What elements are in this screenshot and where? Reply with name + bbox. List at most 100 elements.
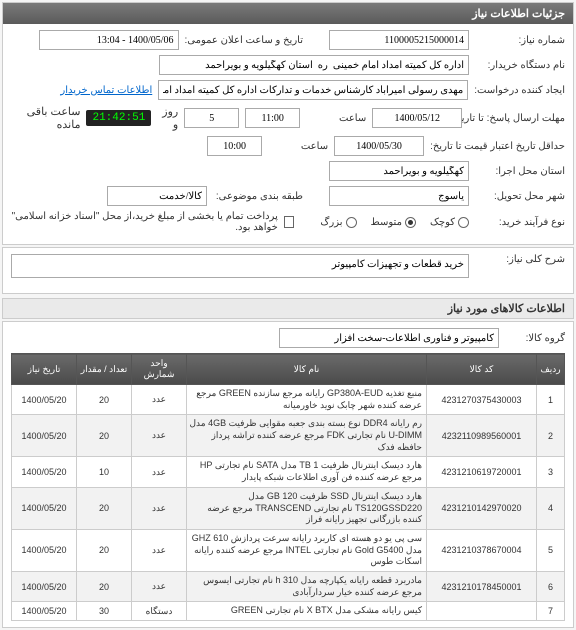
cell-code: 4231210378670004: [427, 529, 537, 571]
label-deliv-city: شهر محل تحویل:: [475, 191, 565, 202]
cell-name: مادربرد قطعه رایانه یکپارچه مدل h 310 نا…: [187, 571, 427, 601]
cell-name: رم رایانه DDR4 نوع بسته بندی جعبه مقوایی…: [187, 415, 427, 457]
goods-table: ردیف کد کالا نام کالا واحد شمارش تعداد /…: [11, 353, 565, 621]
label-payment-note: پرداخت تمام یا بخشی از مبلغ خرید،از محل …: [11, 211, 278, 233]
cell-qty: 20: [77, 529, 132, 571]
radio-label-medium: متوسط: [371, 217, 402, 228]
radio-label-small: کوچک: [430, 217, 455, 228]
table-row[interactable]: 14231270375430003منبع تغذیه GP380A-EUD ر…: [12, 385, 565, 415]
checkbox-payment[interactable]: [284, 216, 295, 228]
row-credit-hist: حداقل تاریخ اعتبار قیمت تا تاریخ: ساعت: [11, 136, 565, 156]
section-goods-info: اطلاعات کالاهای مورد نیاز: [2, 298, 574, 319]
input-announce-dt[interactable]: [39, 30, 179, 50]
cell-idx: 5: [537, 529, 565, 571]
row-requester: ایجاد کننده درخواست: اطلاعات تماس خریدار: [11, 80, 565, 100]
input-requester[interactable]: [158, 80, 468, 100]
th-date: تاریخ نیاز: [12, 354, 77, 385]
table-row[interactable]: 24232110989560001رم رایانه DDR4 نوع بسته…: [12, 415, 565, 457]
cell-idx: 1: [537, 385, 565, 415]
label-buy-proc: نوع فرآیند خرید:: [475, 217, 565, 228]
cell-name: سی پی یو دو هسته ای کاربرد رایانه سرعت پ…: [187, 529, 427, 571]
table-row[interactable]: 64231210178450001مادربرد قطعه رایانه یکپ…: [12, 571, 565, 601]
cell-idx: 4: [537, 487, 565, 529]
label-exec-prov: استان محل اجرا:: [475, 166, 565, 177]
cell-unit: عدد: [132, 385, 187, 415]
radio-proc-medium[interactable]: متوسط: [371, 217, 416, 228]
main-panel: جزئیات اطلاعات نیاز شماره نیاز: تاریخ و …: [2, 2, 574, 245]
table-row[interactable]: 54231210378670004سی پی یو دو هسته ای کار…: [12, 529, 565, 571]
cell-idx: 6: [537, 571, 565, 601]
label-buyer-org: نام دستگاه خریدار:: [475, 60, 565, 71]
th-idx: ردیف: [537, 354, 565, 385]
th-qty: تعداد / مقدار: [77, 354, 132, 385]
row-buy-proc: نوع فرآیند خرید: کوچک متوسط بزرگ پرداخت …: [11, 211, 565, 233]
radio-group-proc: کوچک متوسط بزرگ: [320, 217, 469, 228]
table-row[interactable]: 7 کیس رایانه مشکی مدل X BTX نام تجارتی GR…: [12, 602, 565, 621]
cell-qty: 20: [77, 385, 132, 415]
input-deliv-city[interactable]: [329, 186, 469, 206]
cell-qty: 20: [77, 415, 132, 457]
radio-label-large: بزرگ: [320, 217, 342, 228]
input-credit-date[interactable]: [334, 136, 424, 156]
input-goods-group[interactable]: [279, 328, 499, 348]
input-need-no[interactable]: [329, 30, 469, 50]
label-remain: ساعت باقی مانده: [11, 105, 80, 131]
row-deliv-subject: شهر محل تحویل: طبقه بندی موضوعی:: [11, 186, 565, 206]
cell-name: کیس رایانه مشکی مدل X BTX نام تجارتی GRE…: [187, 602, 427, 621]
input-resp-date[interactable]: [372, 108, 462, 128]
row-goods-group: گروه کالا:: [11, 328, 565, 348]
label-need-no: شماره نیاز:: [475, 35, 565, 46]
link-buyer-contact[interactable]: اطلاعات تماس خریدار: [60, 85, 152, 96]
cell-code: [427, 602, 537, 621]
cell-code: 4232110989560001: [427, 415, 537, 457]
goods-panel: گروه کالا: ردیف کد کالا نام کالا واحد شم…: [2, 321, 574, 628]
cell-qty: 10: [77, 457, 132, 487]
cell-qty: 30: [77, 602, 132, 621]
textarea-need-desc[interactable]: [11, 254, 469, 278]
label-time-2: ساعت: [268, 141, 328, 152]
cell-code: 4231210619720001: [427, 457, 537, 487]
cell-unit: عدد: [132, 571, 187, 601]
label-time-1: ساعت: [306, 113, 366, 124]
cell-unit: عدد: [132, 529, 187, 571]
cell-name: هارد دیسک اینترنال ظرفیت TB 1 مدل SATA ن…: [187, 457, 427, 487]
cell-unit: دستگاه: [132, 602, 187, 621]
radio-proc-small[interactable]: کوچک: [430, 217, 469, 228]
cell-code: 4231270375430003: [427, 385, 537, 415]
input-resp-time[interactable]: [245, 108, 300, 128]
cell-name: منبع تغذیه GP380A-EUD رایانه مرجع سازنده…: [187, 385, 427, 415]
label-requester: ایجاد کننده درخواست:: [474, 85, 565, 96]
input-buyer-org[interactable]: [159, 55, 469, 75]
cell-date: 1400/05/20: [12, 487, 77, 529]
form-body: شماره نیاز: تاریخ و ساعت اعلان عمومی: نا…: [3, 24, 573, 244]
row-resp-deadline: مهلت ارسال پاسخ: تا تاریخ: ساعت روز و 21…: [11, 105, 565, 131]
th-code: کد کالا: [427, 354, 537, 385]
countdown-timer: 21:42:51: [86, 110, 151, 126]
cell-name: هارد دیسک اینترنال SSD ظرفیت GB 120 مدل …: [187, 487, 427, 529]
radio-proc-large[interactable]: بزرگ: [320, 217, 356, 228]
row-exec-prov: استان محل اجرا:: [11, 161, 565, 181]
cell-date: 1400/05/20: [12, 457, 77, 487]
input-exec-prov[interactable]: [329, 161, 469, 181]
row-need-desc: شرح کلی نیاز:: [11, 254, 565, 282]
cell-idx: 7: [537, 602, 565, 621]
radio-circle-small: [458, 217, 469, 228]
cell-date: 1400/05/20: [12, 529, 77, 571]
row-buyer-org: نام دستگاه خریدار:: [11, 55, 565, 75]
input-resp-days[interactable]: [184, 108, 239, 128]
th-unit: واحد شمارش: [132, 354, 187, 385]
input-credit-time[interactable]: [207, 136, 262, 156]
cell-code: 4231210178450001: [427, 571, 537, 601]
radio-circle-large: [346, 217, 357, 228]
radio-circle-medium: [405, 217, 416, 228]
cell-qty: 20: [77, 571, 132, 601]
label-goods-group: گروه کالا:: [505, 333, 565, 344]
cell-qty: 20: [77, 487, 132, 529]
table-row[interactable]: 44231210142970020هارد دیسک اینترنال SSD …: [12, 487, 565, 529]
label-need-desc: شرح کلی نیاز:: [475, 254, 565, 265]
input-subject-cat[interactable]: [107, 186, 207, 206]
th-name: نام کالا: [187, 354, 427, 385]
cell-unit: عدد: [132, 487, 187, 529]
table-row[interactable]: 34231210619720001هارد دیسک اینترنال ظرفی…: [12, 457, 565, 487]
cell-idx: 2: [537, 415, 565, 457]
